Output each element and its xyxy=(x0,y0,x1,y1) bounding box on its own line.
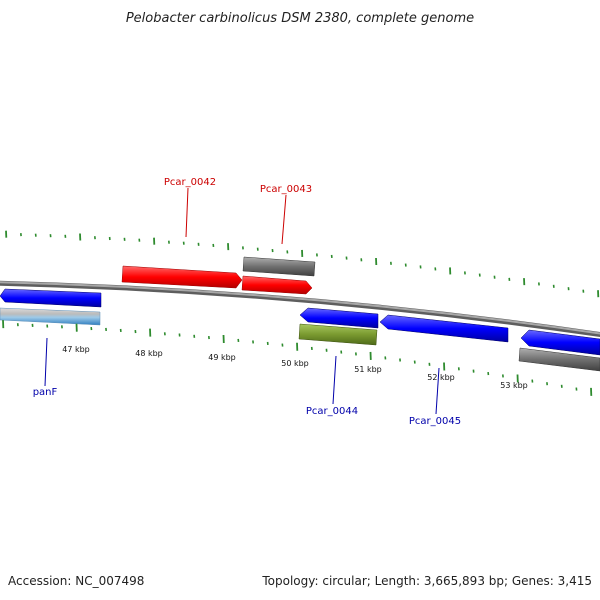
ruler-label: 49 kbp xyxy=(208,353,236,362)
ruler-labels: 47 kbp 48 kbp 49 kbp 50 kbp 51 kbp 52 kbp 53 k… xyxy=(62,345,528,390)
ruler-label: 50 kbp xyxy=(281,359,309,368)
gray-feature-forward[interactable] xyxy=(242,256,316,277)
ruler-label: 51 kbp xyxy=(354,365,382,374)
genome-summary-text: Topology: circular; Length: 3,665,893 bp… xyxy=(261,574,592,588)
pcar0045-leader xyxy=(435,367,440,415)
map-title: Pelobacter carbinolicus DSM 2380, comple… xyxy=(126,11,474,26)
ruler-label: 52 kbp xyxy=(427,373,455,382)
ruler-label: 53 kbp xyxy=(500,381,528,390)
genome-backbone-highlight xyxy=(0,281,600,335)
pcar0042-leader xyxy=(185,187,189,238)
panf-leader xyxy=(44,337,48,387)
olive-feature[interactable] xyxy=(298,323,378,346)
inner-tick-row xyxy=(2,320,593,396)
gene-pcar0042-feature[interactable] xyxy=(121,265,243,289)
reverse-feature-edge[interactable] xyxy=(520,329,600,356)
pcar0044-leader xyxy=(332,355,337,405)
gene-pcar0045-feature[interactable] xyxy=(379,314,509,343)
gene-label-pcar0044[interactable]: Pcar_0044 xyxy=(306,406,358,417)
outer-tick-row xyxy=(5,230,600,298)
gene-label-pcar0045[interactable]: Pcar_0045 xyxy=(409,416,461,427)
accession-text: Accession: NC_007498 xyxy=(8,574,144,588)
gene-pcar0044-feature[interactable] xyxy=(299,307,379,329)
gene-pcar0043-feature[interactable] xyxy=(241,275,313,295)
gene-label-pcar0042[interactable]: Pcar_0042 xyxy=(164,177,216,188)
gene-label-pcar0043[interactable]: Pcar_0043 xyxy=(260,184,312,195)
gene-label-panf[interactable]: panF xyxy=(33,387,58,398)
striped-feature[interactable] xyxy=(0,307,101,326)
gene-panf-feature[interactable] xyxy=(0,288,102,308)
genome-backbone xyxy=(0,280,600,338)
pcar0043-leader xyxy=(281,194,287,245)
gray-feature-reverse[interactable] xyxy=(518,347,600,372)
ruler-label: 47 kbp xyxy=(62,345,90,354)
ruler-label: 48 kbp xyxy=(135,349,163,358)
